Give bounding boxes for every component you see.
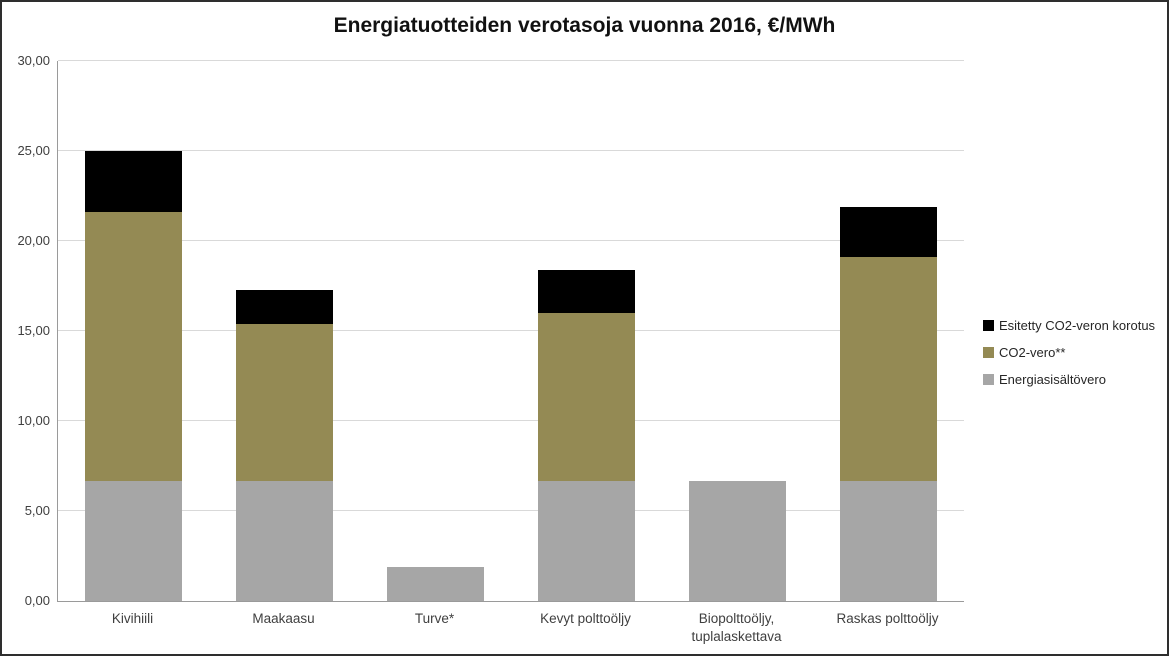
y-tick-label: 10,00 <box>17 413 50 428</box>
bar-segment-energiasis-lt-vero <box>387 566 484 601</box>
bar-segment-energiasis-lt-vero <box>236 481 333 601</box>
y-tick-label: 20,00 <box>17 233 50 248</box>
legend-swatch-icon <box>983 347 994 358</box>
x-axis: Kivihiili Maakaasu Turve* Kevyt polttoöljy B… <box>57 610 963 652</box>
bar-segment-co2-vero- <box>538 313 635 482</box>
bar-segment-co2-vero- <box>840 257 937 482</box>
y-tick-label: 0,00 <box>24 593 50 608</box>
plot-area <box>57 60 964 602</box>
bar-segment-energiasis-lt-vero <box>85 481 182 601</box>
legend-label: Energiasisältövero <box>999 372 1106 387</box>
bar-segment-energiasis-lt-vero <box>840 481 937 601</box>
bar-segment-energiasis-lt-vero <box>689 481 786 601</box>
bar-segment-esitetty-co2-veron-korotus <box>236 289 333 324</box>
y-tick-label: 30,00 <box>17 53 50 68</box>
bar-segment-co2-vero- <box>236 323 333 482</box>
x-category-label: Maakaasu <box>252 611 315 626</box>
y-axis: 0,00 5,00 10,00 15,00 20,00 25,00 30,00 <box>2 53 50 608</box>
legend-item: Esitetty CO2-veron korotus <box>983 318 1167 333</box>
gridline <box>58 510 964 511</box>
legend-swatch-icon <box>983 374 994 385</box>
x-category-label: Biopolttoöljy, tuplalaskettava <box>691 611 782 645</box>
legend-swatch-icon <box>983 320 994 331</box>
bar-segment-energiasis-lt-vero <box>538 481 635 601</box>
gridline <box>58 420 964 421</box>
gridline <box>58 240 964 241</box>
x-category-label: Turve* <box>414 611 455 626</box>
legend: Esitetty CO2-veron korotus CO2-vero** Ener… <box>983 318 1167 399</box>
gridline <box>58 150 964 151</box>
x-category-label: Raskas polttoöljy <box>836 611 939 626</box>
chart-title: Energiatuotteiden verotasoja vuonna 2016… <box>333 14 836 37</box>
legend-item: Energiasisältövero <box>983 372 1167 387</box>
bar-segment-co2-vero- <box>85 212 182 482</box>
bar-segment-esitetty-co2-veron-korotus <box>85 151 182 213</box>
y-tick-label: 25,00 <box>17 143 50 158</box>
legend-label: Esitetty CO2-veron korotus <box>999 318 1156 333</box>
y-tick-label: 5,00 <box>24 503 50 518</box>
gridline <box>58 60 964 61</box>
bar-segment-esitetty-co2-veron-korotus <box>538 269 635 313</box>
legend-label: CO2-vero** <box>999 345 1066 360</box>
x-category-label: Kevyt polttoöljy <box>540 611 631 626</box>
gridline <box>58 330 964 331</box>
x-category-label: Kivihiili <box>111 611 154 626</box>
y-tick-label: 15,00 <box>17 323 50 338</box>
legend-item: CO2-vero** <box>983 345 1167 360</box>
bar-segment-esitetty-co2-veron-korotus <box>840 206 937 258</box>
